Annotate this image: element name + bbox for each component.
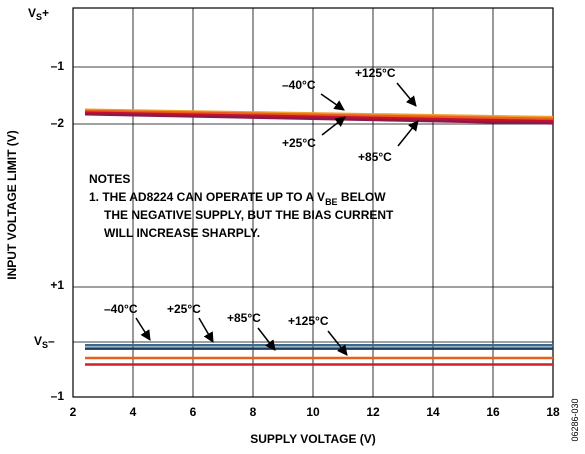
annotation-lower-minus40: –40°C bbox=[104, 302, 138, 316]
notes-line-2: THE NEGATIVE SUPPLY, BUT THE BIAS CURREN… bbox=[104, 208, 394, 222]
upper-annotations: –40°C +125°C +25°C +85°C bbox=[282, 66, 419, 164]
y-tick-neg1-upper: –1 bbox=[51, 59, 65, 73]
upper-series-line bbox=[84, 111, 554, 123]
notes-line-3: WILL INCREASE SHARPLY. bbox=[104, 226, 260, 240]
annotation-upper-minus40: –40°C bbox=[282, 78, 316, 92]
x-tick-label: 18 bbox=[546, 405, 560, 419]
y-tick-vs-minus: VS– bbox=[34, 334, 55, 350]
data-series bbox=[84, 108, 554, 366]
x-tick-label: 2 bbox=[70, 405, 77, 419]
x-tick-label: 6 bbox=[190, 405, 197, 419]
y-tick-neg2: –2 bbox=[51, 116, 65, 130]
x-tick-label: 12 bbox=[366, 405, 380, 419]
arrow-upper-minus40 bbox=[320, 93, 345, 111]
annotation-lower-plus85: +85°C bbox=[227, 311, 261, 325]
upper-series-line bbox=[84, 113, 554, 125]
upper-series-line bbox=[84, 109, 554, 121]
arrow-upper-plus125 bbox=[396, 82, 417, 107]
figure-id: 06286-030 bbox=[570, 398, 580, 441]
x-tick-label: 10 bbox=[306, 405, 320, 419]
arrow-lower-minus40 bbox=[135, 317, 151, 341]
arrow-upper-plus85 bbox=[397, 120, 419, 147]
arrow-lower-plus25 bbox=[198, 317, 214, 343]
notes-line-1: 1. THE AD8224 CAN OPERATE UP TO A VBE BE… bbox=[89, 190, 386, 207]
arrow-lower-plus125 bbox=[327, 330, 348, 356]
annotation-upper-plus125: +125°C bbox=[355, 66, 396, 80]
y-axis-label: INPUT VOLTAGE LIMIT (V) bbox=[5, 130, 19, 280]
annotation-upper-plus25: +25°C bbox=[282, 136, 316, 150]
y-tick-labels: VS+ –1 –2 +1 VS– –1 bbox=[28, 6, 64, 403]
annotation-lower-plus125: +125°C bbox=[288, 314, 329, 328]
notes-block: NOTES 1. THE AD8224 CAN OPERATE UP TO A … bbox=[89, 172, 394, 240]
y-tick-neg1-lower: –1 bbox=[51, 389, 65, 403]
x-tick-labels: 2 4 6 8 10 12 14 16 18 bbox=[70, 405, 560, 419]
plot-frame bbox=[72, 7, 554, 398]
notes-heading: NOTES bbox=[89, 172, 130, 186]
lower-annotations: –40°C +25°C +85°C +125°C bbox=[104, 302, 348, 356]
arrow-lower-plus85 bbox=[257, 327, 276, 351]
x-axis-label: SUPPLY VOLTAGE (V) bbox=[250, 432, 376, 446]
arrow-upper-plus25 bbox=[321, 116, 346, 136]
x-tick-label: 8 bbox=[250, 405, 257, 419]
y-tick-vs-plus: VS+ bbox=[28, 6, 49, 22]
grid-lines bbox=[73, 8, 553, 397]
annotation-upper-plus85: +85°C bbox=[358, 150, 392, 164]
annotation-lower-plus25: +25°C bbox=[167, 302, 201, 316]
y-tick-pos1: +1 bbox=[50, 278, 64, 292]
x-tick-label: 4 bbox=[130, 405, 137, 419]
x-tick-label: 14 bbox=[426, 405, 440, 419]
x-tick-label: 16 bbox=[486, 405, 500, 419]
